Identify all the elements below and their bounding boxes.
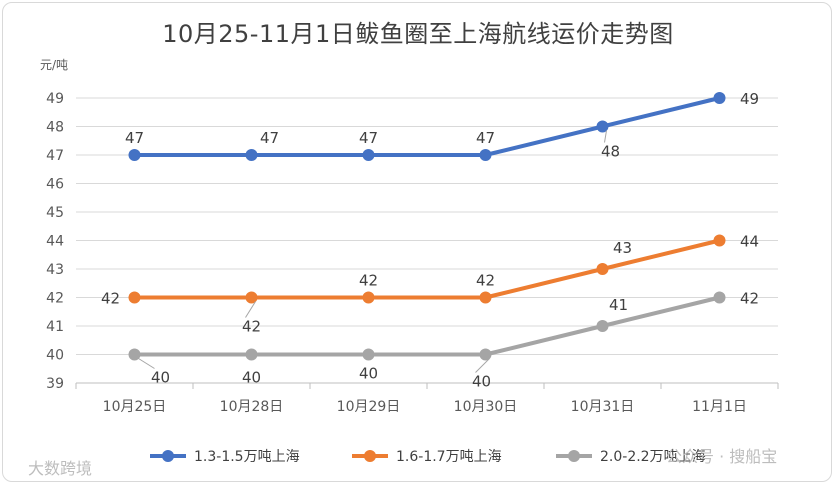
data-point	[128, 348, 141, 361]
data-label: 42	[101, 290, 120, 308]
y-tick-label: 39	[46, 376, 64, 392]
x-tick-label: 10月29日	[337, 399, 401, 415]
legend-item: 2.0-2.2万吨上海	[556, 449, 706, 465]
y-tick-label: 41	[46, 319, 64, 335]
x-tick-label: 10月31日	[571, 399, 635, 415]
label-leader-line	[138, 358, 155, 369]
data-labels: 47 47 47 47 48 49 42 42 42 42 43 44 40 40 40 40 41 42	[101, 90, 759, 391]
watermark-bottom-right: 公众号 · 搜船宝	[666, 447, 777, 466]
y-tick-label: 45	[46, 205, 64, 221]
legend-item: 1.6-1.7万吨上海	[352, 449, 502, 465]
data-label: 42	[740, 290, 759, 308]
chart-title: 10月25-11月1日鲅鱼圈至上海航线运价走势图	[162, 20, 674, 48]
data-label: 47	[125, 129, 144, 147]
data-point	[713, 234, 726, 247]
y-axis-unit-label: 元/吨	[40, 58, 69, 72]
data-point	[245, 348, 258, 361]
y-tick-label: 42	[46, 291, 64, 307]
data-point	[362, 149, 375, 161]
data-point	[245, 149, 258, 161]
y-tick-label: 46	[46, 177, 64, 193]
legend-label: 1.6-1.7万吨上海	[396, 449, 502, 465]
data-label: 42	[476, 272, 495, 290]
data-point	[479, 291, 492, 304]
data-point	[596, 263, 609, 275]
data-point	[713, 291, 726, 304]
data-label: 42	[242, 318, 261, 336]
data-label: 44	[740, 233, 759, 251]
data-label: 41	[609, 296, 628, 314]
y-tick-label: 47	[46, 148, 64, 164]
data-point	[596, 120, 609, 133]
y-tick-label: 49	[46, 91, 64, 107]
series-lines	[128, 92, 726, 361]
label-leader-line	[245, 301, 256, 318]
data-point	[128, 291, 141, 304]
data-point	[128, 149, 141, 161]
data-label: 40	[151, 369, 170, 387]
series-line	[134, 295, 720, 357]
legend-swatch-marker	[364, 450, 376, 462]
y-tick-label: 40	[46, 348, 64, 364]
axes: 39 40 41 42 43 44 45 46 47 48 49 10月25日 10月28日 10月29日…	[46, 91, 779, 415]
x-tick-label: 11月1日	[692, 399, 747, 415]
data-label: 48	[601, 143, 620, 161]
legend-swatch-marker	[162, 450, 174, 462]
data-label: 40	[472, 373, 491, 391]
data-point	[362, 348, 375, 361]
x-tick-label: 10月30日	[454, 399, 518, 415]
data-label: 42	[359, 272, 378, 290]
data-label: 40	[359, 365, 378, 383]
data-point	[713, 92, 726, 104]
gridlines	[76, 97, 778, 384]
label-leader-line	[604, 130, 607, 143]
data-label: 43	[613, 239, 632, 257]
legend-swatch-marker	[568, 450, 580, 462]
data-label: 47	[476, 129, 495, 147]
y-tick-label: 43	[46, 262, 64, 278]
data-point	[479, 149, 492, 161]
data-point	[596, 320, 609, 332]
data-label: 47	[359, 129, 378, 147]
data-label: 40	[242, 369, 261, 387]
legend-label: 2.0-2.2万吨上海	[600, 449, 706, 465]
series-line	[134, 96, 720, 157]
legend-item: 1.3-1.5万吨上海	[150, 449, 300, 465]
watermarks: 大数跨境 公众号 · 搜船宝	[28, 447, 777, 478]
data-label: 47	[260, 129, 279, 147]
data-point	[245, 291, 258, 304]
x-tick-label: 10月25日	[103, 399, 167, 415]
data-label: 49	[740, 90, 759, 108]
legend: 1.3-1.5万吨上海 1.6-1.7万吨上海 2.0-2.2万吨上海	[150, 449, 706, 465]
y-tick-label: 48	[46, 120, 64, 136]
y-tick-label: 44	[46, 234, 64, 250]
label-leader-line	[475, 358, 490, 373]
legend-label: 1.3-1.5万吨上海	[194, 449, 300, 465]
series-line	[134, 238, 720, 300]
watermark-bottom-left: 大数跨境	[28, 459, 92, 478]
x-tick-label: 10月28日	[220, 399, 284, 415]
data-point	[479, 348, 492, 361]
data-point	[362, 291, 375, 304]
